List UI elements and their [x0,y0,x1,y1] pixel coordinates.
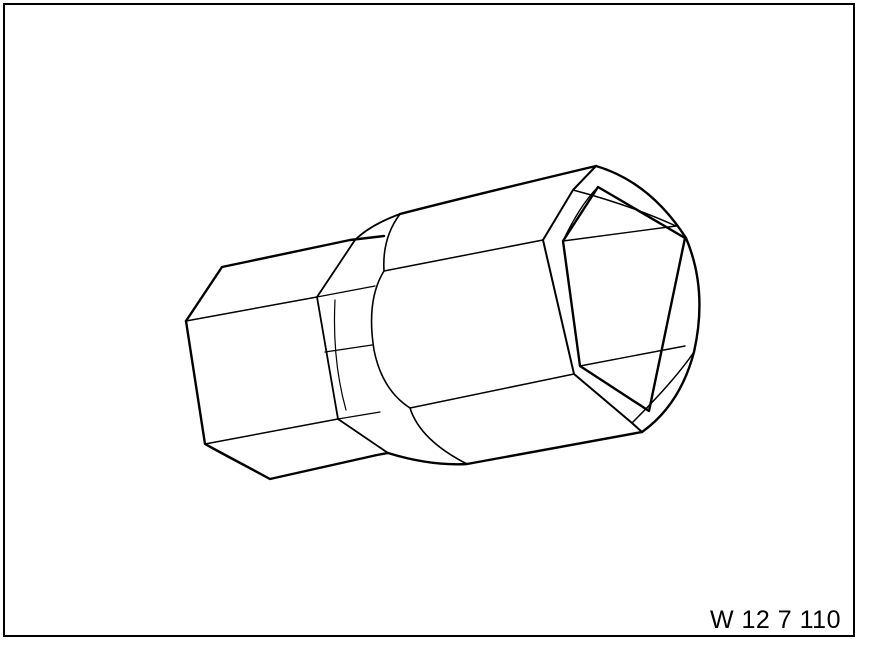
small-hex-end [184,234,390,481]
transition-collar [316,213,401,454]
socket-end-face [542,164,701,434]
illustration-frame [3,3,855,637]
large-hex-body [370,164,644,466]
figure-code: W 12 7 110 [709,606,841,634]
